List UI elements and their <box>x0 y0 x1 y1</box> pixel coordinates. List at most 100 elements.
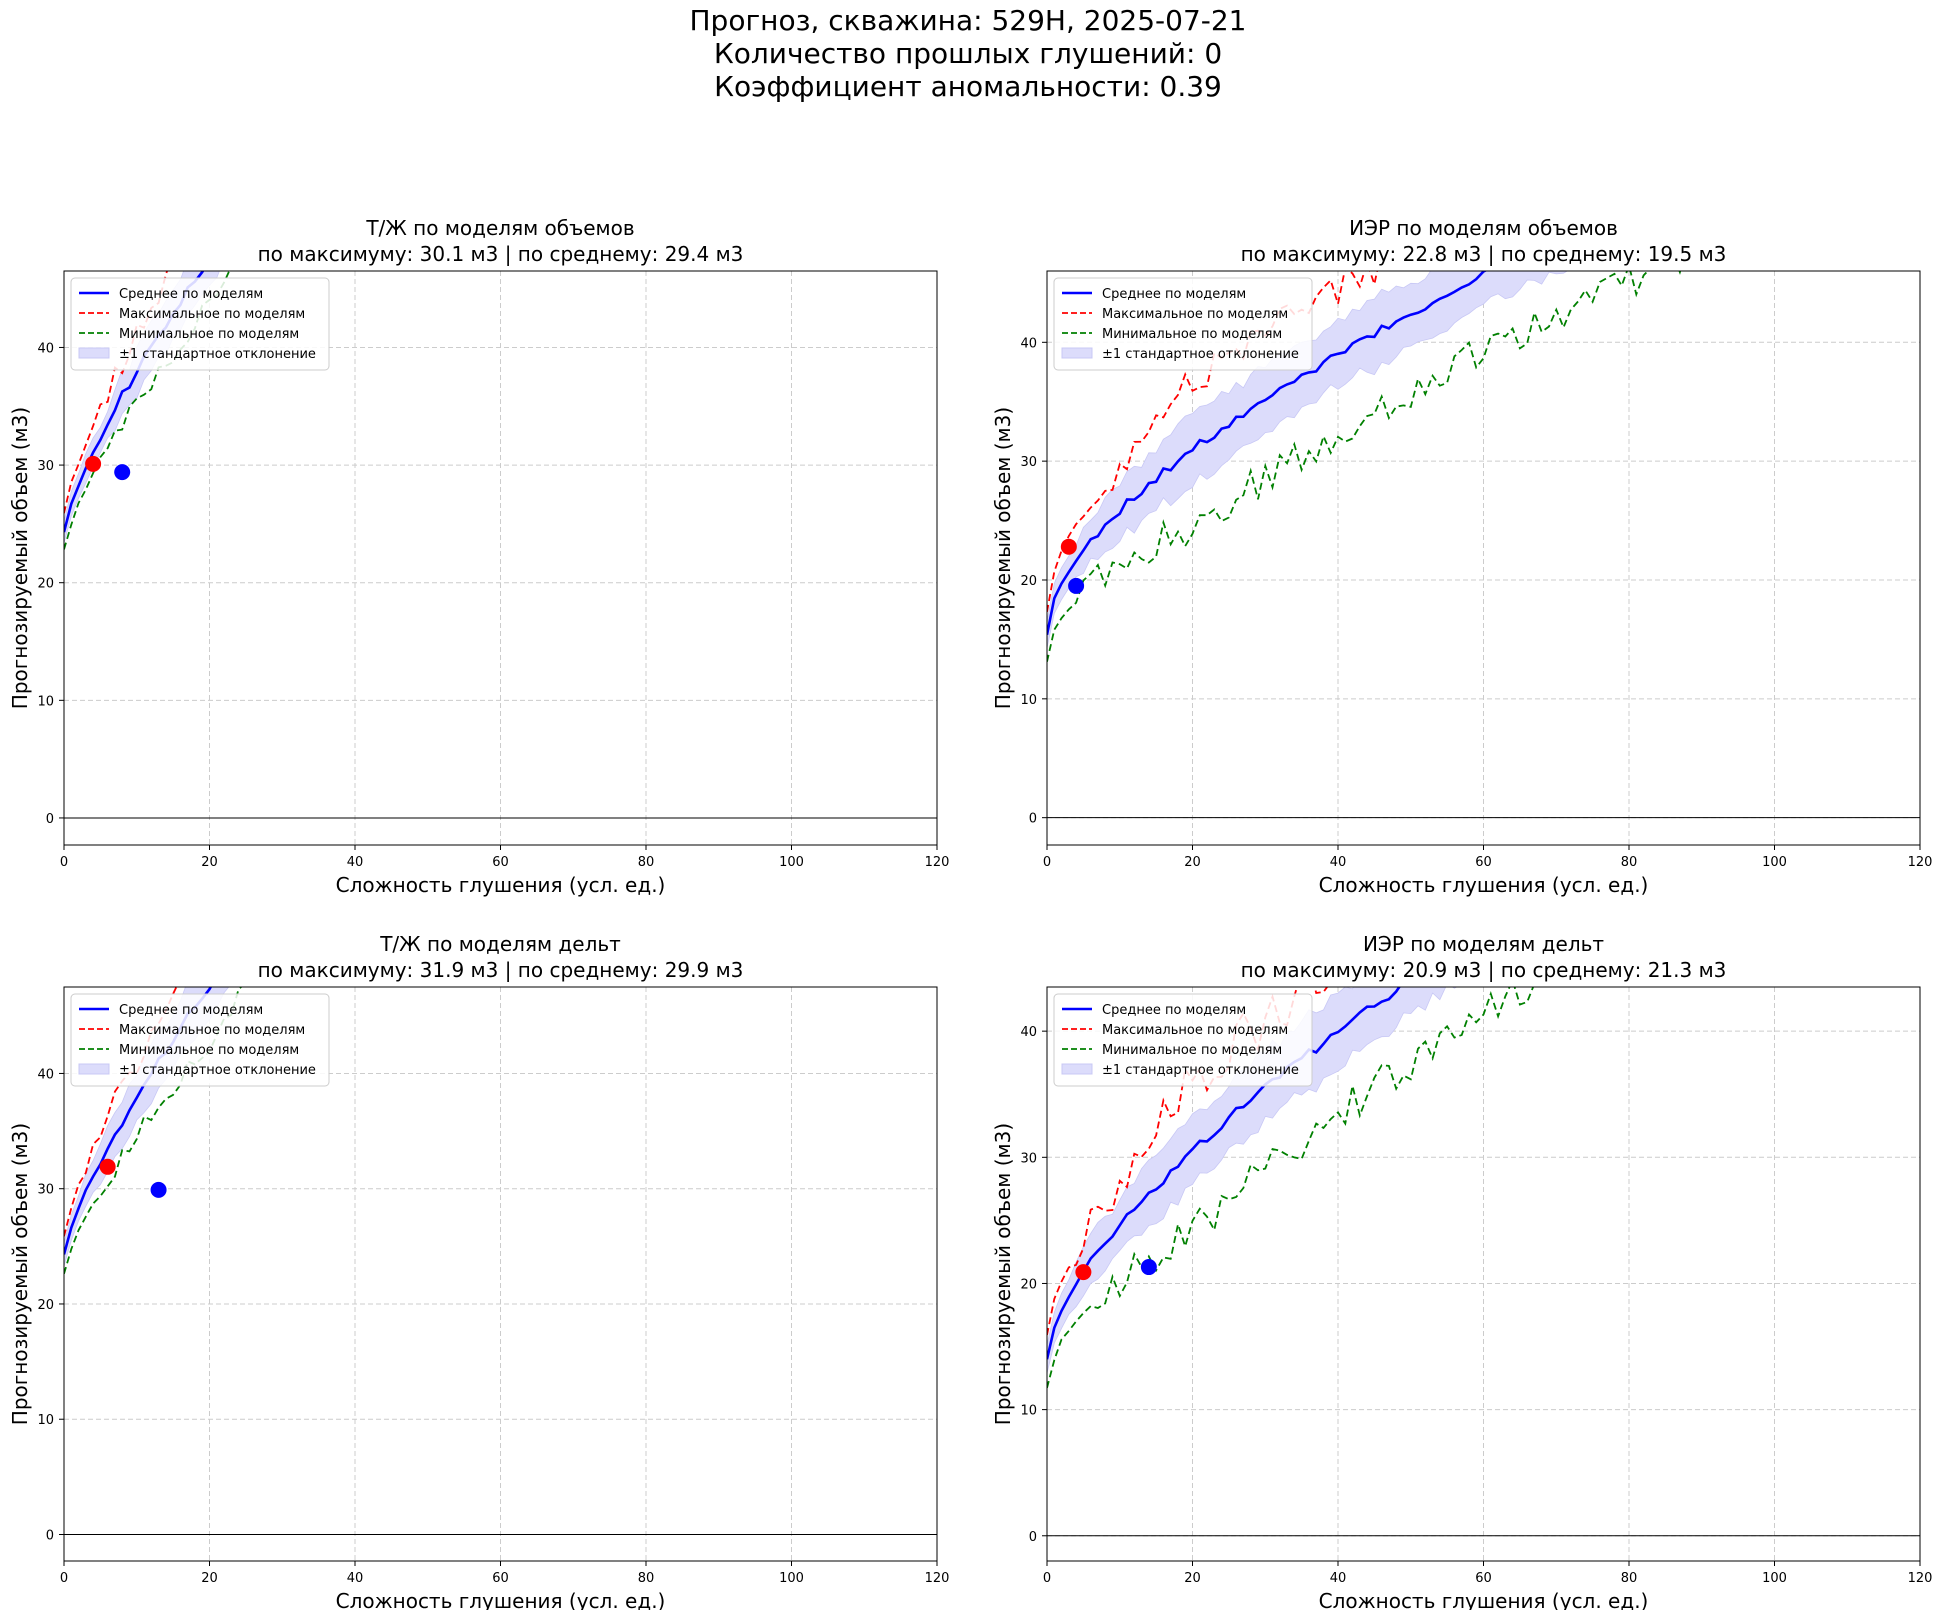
legend-mean-label: Среднее по моделям <box>119 287 263 302</box>
suptitle-line-3: Коэффициент аномальности: 0.39 <box>714 70 1222 103</box>
x-tick-label: 100 <box>779 855 804 870</box>
y-tick-label: 10 <box>37 694 54 709</box>
legend-band-swatch <box>78 347 110 359</box>
legend-band-swatch <box>78 1063 110 1075</box>
x-axis-label: Сложность глушения (усл. ед.) <box>336 873 666 897</box>
series-mean-line <box>64 987 213 1255</box>
legend-max-label: Максимальное по моделям <box>119 307 305 322</box>
x-tick-label: 100 <box>1762 1571 1787 1586</box>
x-tick-label: 0 <box>60 1571 68 1586</box>
legend-min-label: Минимальное по моделям <box>119 327 299 342</box>
y-tick-label: 0 <box>1029 812 1037 827</box>
y-tick-label: 40 <box>1020 336 1037 351</box>
legend-box <box>1053 277 1313 371</box>
x-axis-label: Сложность глушения (усл. ед.) <box>1319 1589 1649 1610</box>
y-tick-label: 20 <box>1020 574 1037 589</box>
y-tick-label: 40 <box>1020 1025 1037 1040</box>
x-tick-label: 120 <box>925 855 950 870</box>
subplot-title-line-1: ИЭР по моделям дельт <box>1363 932 1604 956</box>
marker-mean-point <box>1068 577 1085 594</box>
marker-max-point <box>1060 538 1077 555</box>
legend-min-label: Минимальное по моделям <box>1102 1043 1282 1058</box>
x-axis-label: Сложность глушения (усл. ед.) <box>1319 873 1649 897</box>
subplot-title-line-2: по максимуму: 20.9 м3 | по среднему: 21.… <box>1241 958 1727 982</box>
legend-max-label: Максимальное по моделям <box>119 1023 305 1038</box>
series-max-line <box>1047 271 1379 612</box>
legend-mean-label: Среднее по моделям <box>1102 287 1246 302</box>
x-tick-label: 20 <box>1184 1571 1201 1586</box>
x-tick-label: 80 <box>1621 855 1638 870</box>
y-tick-label: 40 <box>37 341 54 356</box>
x-tick-label: 60 <box>1475 1571 1492 1586</box>
legend-band-swatch <box>1061 347 1093 359</box>
subplot-1: 0 20 40 60 80 100 120 0 10 20 30 40 Т/Ж по моделям о… <box>8 216 950 897</box>
subplot-title-line-2: по максимуму: 31.9 м3 | по среднему: 29.… <box>258 958 744 982</box>
marker-mean-point <box>1140 1259 1157 1276</box>
series-min-line <box>1047 271 1682 662</box>
x-tick-label: 80 <box>1621 1571 1638 1586</box>
y-tick-label: 30 <box>1020 1151 1037 1166</box>
legend: Среднее по моделям Максимальное по моделя… <box>70 277 330 371</box>
legend-min-label: Минимальное по моделям <box>1102 327 1282 342</box>
y-tick-label: 10 <box>1020 1404 1037 1419</box>
x-axis-label: Сложность глушения (усл. ед.) <box>336 1589 666 1610</box>
x-tick-label: 40 <box>347 855 364 870</box>
x-tick-label: 40 <box>347 1571 364 1586</box>
x-tick-label: 40 <box>1330 855 1347 870</box>
x-tick-label: 100 <box>779 1571 804 1586</box>
series-mean-line <box>1047 987 1401 1360</box>
x-tick-label: 100 <box>1762 855 1787 870</box>
y-tick-label: 10 <box>1020 693 1037 708</box>
marker-max-point <box>99 1158 116 1175</box>
x-tick-label: 60 <box>492 1571 509 1586</box>
subplot-title-line-1: Т/Ж по моделям дельт <box>379 932 621 956</box>
x-tick-label: 120 <box>925 1571 950 1586</box>
subplot-title-line-2: по максимуму: 22.8 м3 | по среднему: 19.… <box>1241 242 1727 266</box>
suptitle-line-1: Прогноз, скважина: 529Н, 2025-07-21 <box>689 4 1247 37</box>
legend-box <box>70 993 330 1087</box>
x-tick-label: 0 <box>60 855 68 870</box>
y-tick-label: 0 <box>1029 1530 1037 1545</box>
legend-band-swatch <box>1061 1063 1093 1075</box>
suptitle-line-2: Количество прошлых глушений: 0 <box>713 37 1223 70</box>
legend-band-label: ±1 стандартное отклонение <box>119 347 316 362</box>
y-tick-label: 0 <box>46 1528 54 1543</box>
figure-suptitle: Прогноз, скважина: 529Н, 2025-07-21 Коли… <box>0 4 1936 103</box>
subplot-title-line-2: по максимуму: 30.1 м3 | по среднему: 29.… <box>258 242 744 266</box>
legend-band-label: ±1 стандартное отклонение <box>1102 347 1299 362</box>
legend-max-label: Максимальное по моделям <box>1102 307 1288 322</box>
subplot-4: 0 20 40 60 80 100 120 0 10 20 30 40 ИЭР по моделям д… <box>991 932 1933 1610</box>
legend: Среднее по моделям Максимальное по моделя… <box>70 993 330 1087</box>
x-tick-label: 0 <box>1043 855 1051 870</box>
legend-band-label: ±1 стандартное отклонение <box>1102 1063 1299 1078</box>
legend: Среднее по моделям Максимальное по моделя… <box>1053 277 1313 371</box>
series-min-line <box>1047 987 1535 1389</box>
x-tick-label: 20 <box>1184 855 1201 870</box>
marker-max-point <box>85 455 102 472</box>
legend-band-label: ±1 стандартное отклонение <box>119 1063 316 1078</box>
y-axis-label: Прогнозируемый объем (м3) <box>991 407 1015 709</box>
x-tick-label: 80 <box>638 855 655 870</box>
x-tick-label: 0 <box>1043 1571 1051 1586</box>
subplot-title-line-1: ИЭР по моделям объемов <box>1349 216 1618 240</box>
y-axis-label: Прогнозируемый объем (м3) <box>8 407 32 709</box>
marker-max-point <box>1075 1264 1092 1281</box>
legend-mean-label: Среднее по моделям <box>1102 1003 1246 1018</box>
subplot-2: 0 20 40 60 80 100 120 0 10 20 30 40 ИЭР по моделям о… <box>991 216 1933 897</box>
x-tick-label: 20 <box>201 855 218 870</box>
x-tick-label: 120 <box>1908 855 1933 870</box>
y-tick-label: 10 <box>37 1413 54 1428</box>
x-tick-label: 80 <box>638 1571 655 1586</box>
legend-min-label: Минимальное по моделям <box>119 1043 299 1058</box>
marker-mean-point <box>150 1181 167 1198</box>
subplot-title-line-1: Т/Ж по моделям объемов <box>365 216 634 240</box>
y-tick-label: 30 <box>37 1183 54 1198</box>
subplot-3: 0 20 40 60 80 100 120 0 10 20 30 40 Т/Ж по моделям д… <box>8 932 950 1610</box>
y-tick-label: 30 <box>37 459 54 474</box>
x-tick-label: 120 <box>1908 1571 1933 1586</box>
x-tick-label: 20 <box>201 1571 218 1586</box>
marker-mean-point <box>114 464 131 481</box>
legend-max-label: Максимальное по моделям <box>1102 1023 1288 1038</box>
series-mean-line <box>64 271 205 533</box>
